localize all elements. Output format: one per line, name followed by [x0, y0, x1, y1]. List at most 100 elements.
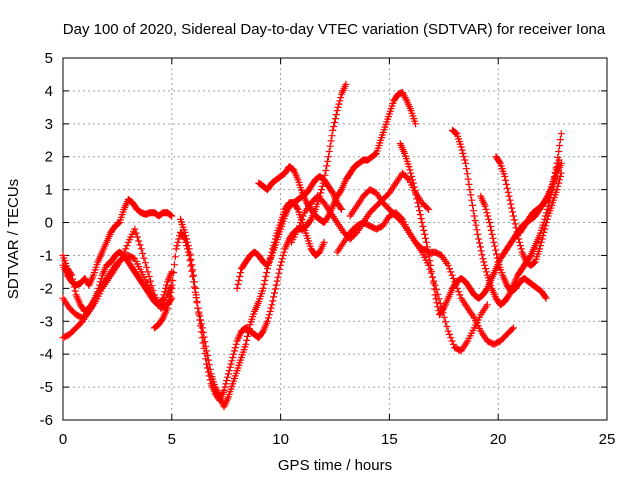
- data-point-marker: [136, 241, 144, 249]
- data-point-marker: [556, 136, 564, 144]
- data-point-marker: [329, 126, 337, 134]
- data-point-marker: [416, 211, 424, 219]
- data-point-marker: [493, 250, 500, 258]
- data-point-marker: [337, 187, 345, 195]
- data-point-marker: [204, 368, 212, 376]
- data-point-marker: [536, 245, 543, 253]
- data-point-marker: [275, 269, 283, 277]
- data-point-marker: [481, 261, 489, 269]
- data-point-marker: [201, 350, 209, 357]
- data-point-marker: [402, 95, 410, 103]
- data-point-marker: [133, 233, 141, 241]
- x-tick-label: 25: [599, 431, 616, 448]
- data-point-marker: [490, 238, 498, 246]
- data-point-marker: [334, 103, 342, 111]
- data-point-marker: [244, 332, 251, 340]
- data-point-marker: [512, 224, 520, 232]
- data-point-marker: [543, 219, 550, 226]
- data-point-marker: [279, 252, 287, 259]
- data-point-marker: [318, 182, 326, 190]
- data-point-marker: [342, 80, 350, 88]
- data-point-marker: [464, 175, 472, 183]
- data-point-marker: [462, 159, 470, 167]
- data-point-marker: [317, 189, 325, 197]
- data-point-marker: [259, 284, 267, 292]
- data-point-marker: [472, 221, 480, 229]
- data-point-marker: [541, 225, 549, 233]
- data-point-marker: [459, 149, 467, 157]
- data-point-marker: [412, 120, 419, 128]
- data-point-marker: [404, 174, 412, 182]
- data-point-marker: [71, 287, 79, 295]
- data-point-marker: [170, 261, 178, 269]
- data-point-marker: [452, 129, 460, 137]
- data-point-marker: [228, 357, 236, 365]
- y-tick-label: 2: [45, 149, 53, 166]
- data-point-marker: [448, 271, 456, 279]
- data-point-marker: [484, 212, 492, 220]
- data-point-marker: [332, 111, 340, 119]
- data-point-marker: [555, 179, 563, 187]
- data-point-marker: [204, 364, 211, 372]
- data-point-marker: [165, 296, 173, 304]
- data-point-marker: [196, 316, 204, 324]
- data-point-marker: [187, 255, 195, 263]
- data-point-marker: [264, 317, 271, 325]
- data-point-marker: [530, 259, 537, 267]
- data-point-marker: [164, 300, 172, 308]
- data-point-marker: [200, 344, 208, 352]
- data-point-marker: [449, 340, 457, 348]
- data-point-marker: [184, 242, 192, 250]
- data-point-marker: [167, 288, 175, 296]
- data-point-marker: [162, 284, 170, 292]
- data-point-marker: [199, 339, 207, 347]
- data-point-marker: [193, 298, 201, 305]
- data-point-marker: [261, 277, 269, 284]
- data-point-marker: [144, 268, 152, 276]
- data-point-marker: [371, 151, 379, 159]
- data-point-marker: [223, 377, 231, 384]
- data-point-marker: [456, 291, 464, 299]
- data-point-marker: [166, 292, 174, 300]
- data-point-marker: [273, 277, 281, 285]
- data-point-marker: [405, 163, 413, 171]
- data-point-marker: [220, 386, 228, 394]
- data-point-marker: [447, 334, 455, 342]
- data-point-marker: [192, 291, 200, 299]
- plot-area-frame: [62, 57, 608, 421]
- data-point-marker: [325, 148, 333, 155]
- x-tick-label: 0: [59, 431, 67, 448]
- data-point-marker: [471, 217, 479, 225]
- data-point-marker: [174, 238, 182, 246]
- data-point-marker: [433, 299, 441, 307]
- data-point-marker: [271, 285, 279, 293]
- chart-title: Day 100 of 2020, Sidereal Day-to-day VTE…: [63, 21, 606, 38]
- data-point-marker: [69, 279, 77, 287]
- data-point-marker: [460, 153, 468, 161]
- data-point-marker: [444, 261, 452, 269]
- data-point-marker: [123, 242, 131, 250]
- data-point-marker: [510, 216, 518, 224]
- data-point-marker: [422, 238, 430, 246]
- data-point-marker: [556, 142, 564, 149]
- y-tick-label: 4: [45, 83, 53, 100]
- data-point-marker: [473, 226, 481, 234]
- data-point-marker: [476, 239, 483, 247]
- data-point-marker: [293, 204, 301, 212]
- data-point-marker: [557, 130, 565, 138]
- data-point-marker: [330, 123, 338, 130]
- data-point-marker: [430, 285, 438, 293]
- data-point-marker: [161, 288, 169, 296]
- y-axis-label: SDTVAR / TECUs: [5, 179, 22, 299]
- data-point-marker: [262, 273, 270, 280]
- data-point-marker: [491, 242, 499, 250]
- data-point-marker: [326, 142, 334, 150]
- data-point-marker: [168, 284, 176, 292]
- data-point-marker: [466, 186, 474, 194]
- data-point-marker: [489, 234, 497, 242]
- x-axis-label: GPS time / hours: [278, 457, 392, 474]
- data-point-marker: [89, 299, 97, 307]
- data-point-marker: [486, 223, 494, 230]
- data-point-marker: [185, 245, 193, 253]
